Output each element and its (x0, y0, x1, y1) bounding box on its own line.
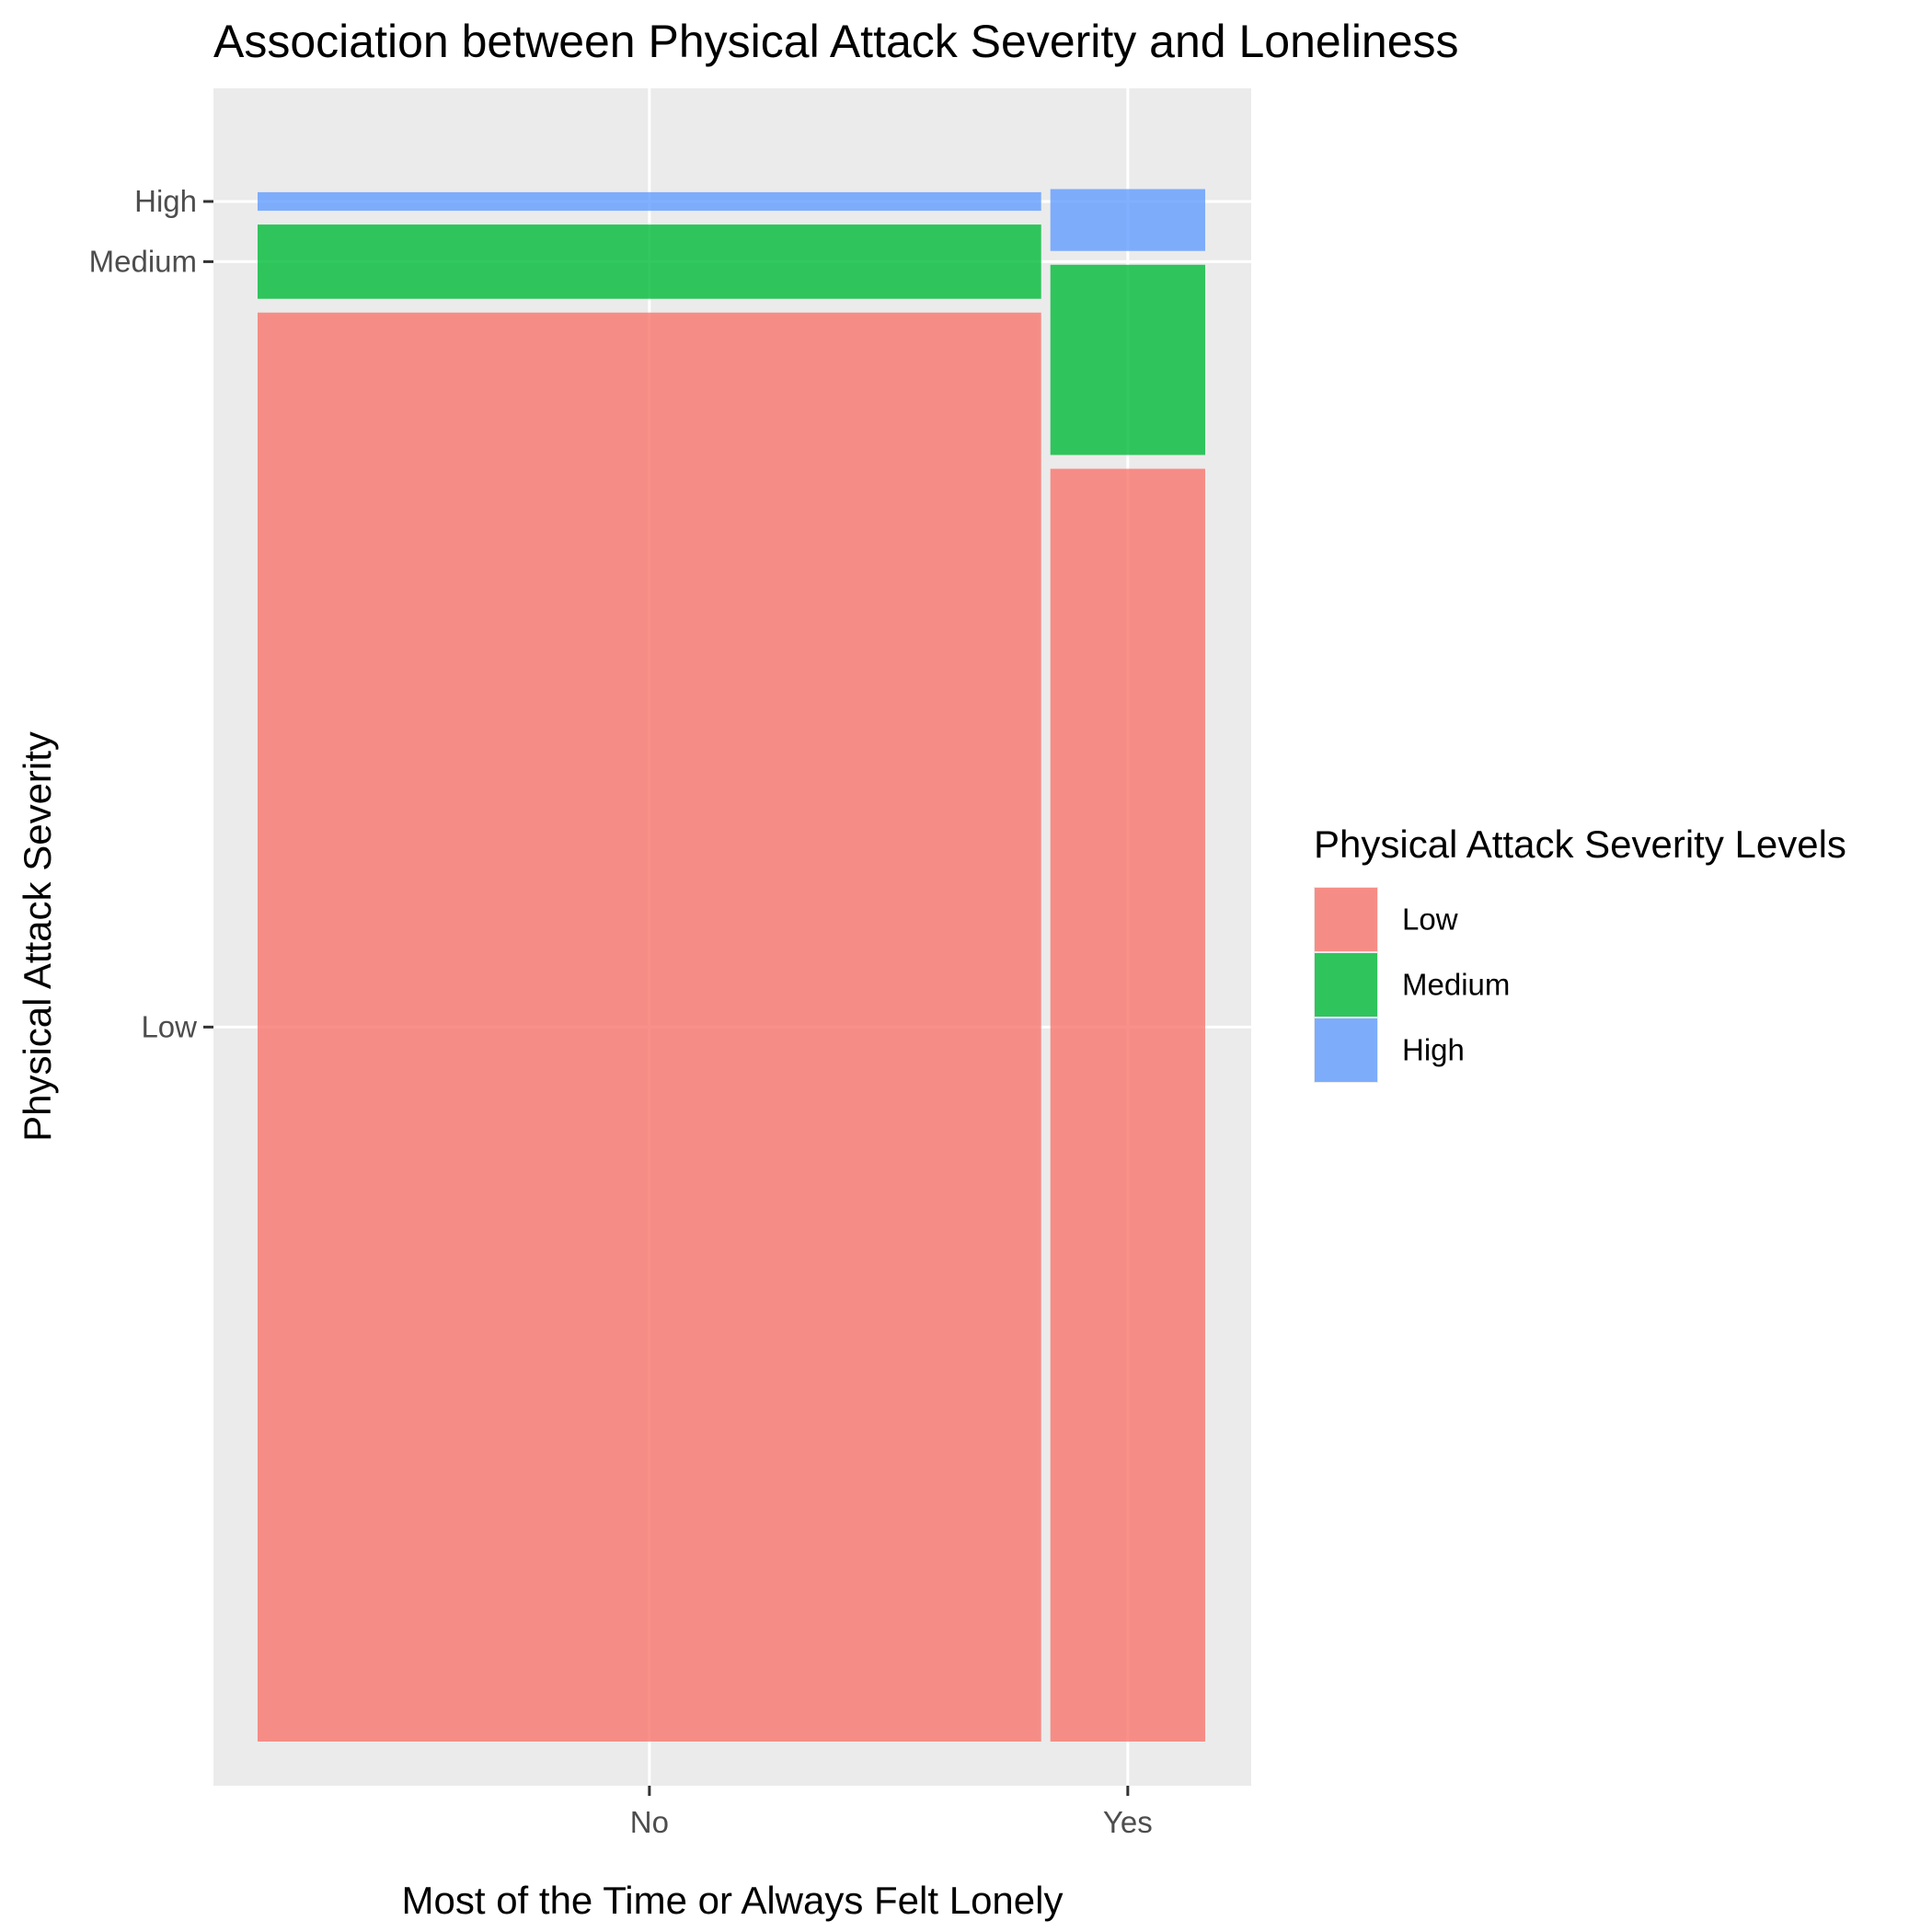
legend-swatch-low (1315, 888, 1377, 951)
tile-no-high (258, 191, 1041, 212)
legend-swatch-medium (1315, 953, 1377, 1017)
tile-yes-medium (1050, 264, 1205, 455)
legend-swatch-high (1315, 1018, 1377, 1082)
legend-label-low: Low (1402, 903, 1458, 937)
legend-label-medium: Medium (1402, 968, 1510, 1002)
x-tick-label-yes: Yes (1103, 1805, 1153, 1839)
tile-no-medium (258, 224, 1041, 299)
y-axis-title: Physical Attack Severity (16, 731, 59, 1142)
tile-yes-high (1050, 189, 1205, 251)
legend: Physical Attack Severity Levels Low Mediu… (1314, 822, 1846, 1083)
x-axis-title: Most of the Time or Always Felt Lonely (402, 1879, 1064, 1922)
tile-yes-low (1050, 468, 1205, 1742)
x-axis: No Yes (630, 1786, 1153, 1839)
y-tick-label-medium: Medium (89, 244, 197, 278)
y-axis: Low Medium High (89, 184, 213, 1043)
y-tick-label-high: High (134, 184, 197, 218)
legend-label-high: High (1402, 1033, 1465, 1067)
y-tick-label-low: Low (141, 1009, 197, 1043)
x-tick-label-no: No (630, 1805, 669, 1839)
legend-title: Physical Attack Severity Levels (1314, 822, 1846, 866)
chart-title: Association between Physical Attack Seve… (213, 16, 1459, 67)
tile-no-low (258, 312, 1041, 1742)
mosaic-tiles (258, 189, 1205, 1742)
